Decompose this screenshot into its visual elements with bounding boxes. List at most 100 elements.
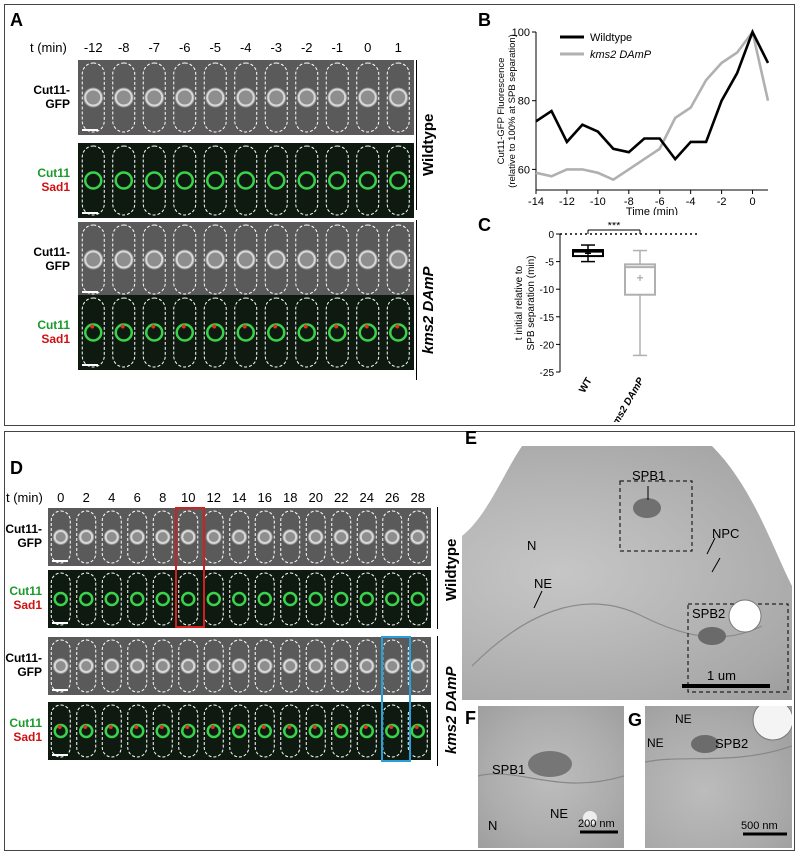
- cell-outline: [280, 510, 301, 564]
- nucleus-rim: [130, 530, 145, 544]
- cell-outline: [386, 224, 410, 295]
- nucleus-rim: [389, 323, 408, 342]
- cell-outline: [386, 297, 410, 368]
- cell-outline: [325, 145, 349, 216]
- category-label: WT: [577, 376, 594, 395]
- panel-a-mutant-label: kms2 DAmP: [420, 266, 437, 354]
- y-tick-label: -25: [540, 368, 555, 379]
- cell-outline: [229, 510, 250, 564]
- cell-outline: [112, 224, 136, 295]
- y-tick-label: 0: [548, 230, 554, 241]
- x-axis-label: Time (min): [626, 206, 678, 215]
- panel-a-wildtype-divider: [416, 60, 417, 210]
- panel-e-npc-label: NPC: [712, 526, 740, 541]
- nucleus-rim: [358, 171, 377, 190]
- nucleus-rim: [181, 659, 196, 673]
- y-tick-label: 60: [518, 164, 530, 176]
- nucleus-rim: [114, 88, 133, 107]
- panel-f-scale-label: 200 nm: [578, 818, 615, 830]
- spb-dot: [151, 324, 156, 329]
- cell-outline: [382, 572, 403, 626]
- cell-outline: [234, 224, 258, 295]
- y-axis-label: Cut11-GFP Fluorescence(relative to 100% …: [496, 34, 518, 188]
- nucleus-rim: [155, 723, 170, 739]
- cell-outline: [76, 572, 97, 626]
- nucleus-rim: [359, 530, 374, 544]
- cell-outline: [127, 572, 148, 626]
- spb-dot: [364, 324, 369, 329]
- nucleus-rim: [385, 659, 400, 673]
- nucleus-rim: [236, 171, 255, 190]
- cell-outline: [142, 62, 166, 133]
- cell-outline: [407, 639, 428, 693]
- row-label-line2: Sad1: [13, 598, 42, 612]
- nucleus-rim: [358, 323, 377, 342]
- nucleus-rim: [257, 723, 272, 739]
- nucleus-rim: [257, 659, 272, 673]
- row-label: Cut11- GFP: [2, 522, 42, 550]
- x-tick-label: -2: [717, 196, 727, 208]
- cell-outline: [101, 510, 122, 564]
- time-label: -7: [148, 40, 161, 55]
- cell-outline: [356, 145, 380, 216]
- nucleus-rim: [334, 659, 349, 673]
- row-label: Cut11 Sad1: [8, 318, 70, 346]
- nucleus-rim: [236, 323, 255, 342]
- x-tick-label: -6: [655, 196, 665, 208]
- panel-d-time-label: t (min): [6, 490, 43, 505]
- cell-outline: [152, 510, 173, 564]
- panel-f-em-image: SPB1 N NE 200 nm: [478, 706, 624, 848]
- time-label: 8: [159, 490, 167, 505]
- spb-dot: [363, 725, 368, 729]
- panel-d-wildtype-label: Wildtype: [443, 538, 460, 602]
- nucleus-rim: [232, 530, 247, 544]
- time-label: 1: [394, 40, 402, 55]
- y-axis-label: t initial relative toSPB separation (min…: [514, 255, 537, 350]
- y-axis-label-line: t initial relative to: [514, 265, 525, 340]
- nucleus-rim: [410, 530, 425, 544]
- cell-outline: [173, 62, 197, 133]
- cell-strip-svg: [50, 572, 428, 626]
- time-label: 26: [385, 490, 400, 505]
- row-label: Cut11 Sad1: [2, 584, 42, 612]
- time-label: -8: [117, 40, 130, 55]
- panel-d-highlight-blue: [381, 636, 411, 762]
- cell-outline: [254, 572, 275, 626]
- nucleus-rim: [84, 250, 103, 269]
- nucleus-rim: [155, 530, 170, 544]
- spb-dot: [134, 725, 139, 729]
- time-label: -4: [239, 40, 252, 55]
- nucleus-rim: [130, 723, 145, 739]
- cell-outline: [112, 297, 136, 368]
- cell-outline: [305, 639, 326, 693]
- time-label: 10: [181, 490, 196, 505]
- box-mean-marker: +: [636, 271, 643, 285]
- cell-outline: [295, 297, 319, 368]
- spb-dot: [389, 725, 394, 729]
- cell-outline: [178, 572, 199, 626]
- nucleus-rim: [334, 591, 349, 607]
- panel-d-mutant-label: kms2 DAmP: [443, 666, 460, 754]
- cell-outline: [76, 510, 97, 564]
- y-tick-label: 100: [512, 27, 530, 39]
- cell-outline: [112, 145, 136, 216]
- nucleus-rim: [232, 723, 247, 739]
- y-tick-label: 80: [518, 96, 530, 108]
- row-label: Cut11- GFP: [2, 651, 42, 679]
- gfp-image-strip: [78, 222, 414, 297]
- cell-outline: [81, 145, 105, 216]
- cell-outline: [50, 639, 71, 693]
- cell-outline: [382, 510, 403, 564]
- series-line: [535, 28, 770, 162]
- cell-outline: [152, 704, 173, 758]
- panel-e-n-label: N: [527, 538, 537, 553]
- cell-outline: [264, 224, 288, 295]
- nucleus-rim: [257, 591, 272, 607]
- nucleus-rim: [175, 323, 194, 342]
- panel-b-line-chart: 60 80 100 -14 -12 -10 -8 -6 -4 -2 0 Time (min) Cut11…: [496, 27, 770, 215]
- cell-outline: [234, 145, 258, 216]
- nucleus-rim: [206, 171, 225, 190]
- row-label: Cut11 Sad1: [2, 716, 42, 744]
- row-label-line1: Cut11: [37, 317, 70, 332]
- spb-dot: [185, 725, 190, 729]
